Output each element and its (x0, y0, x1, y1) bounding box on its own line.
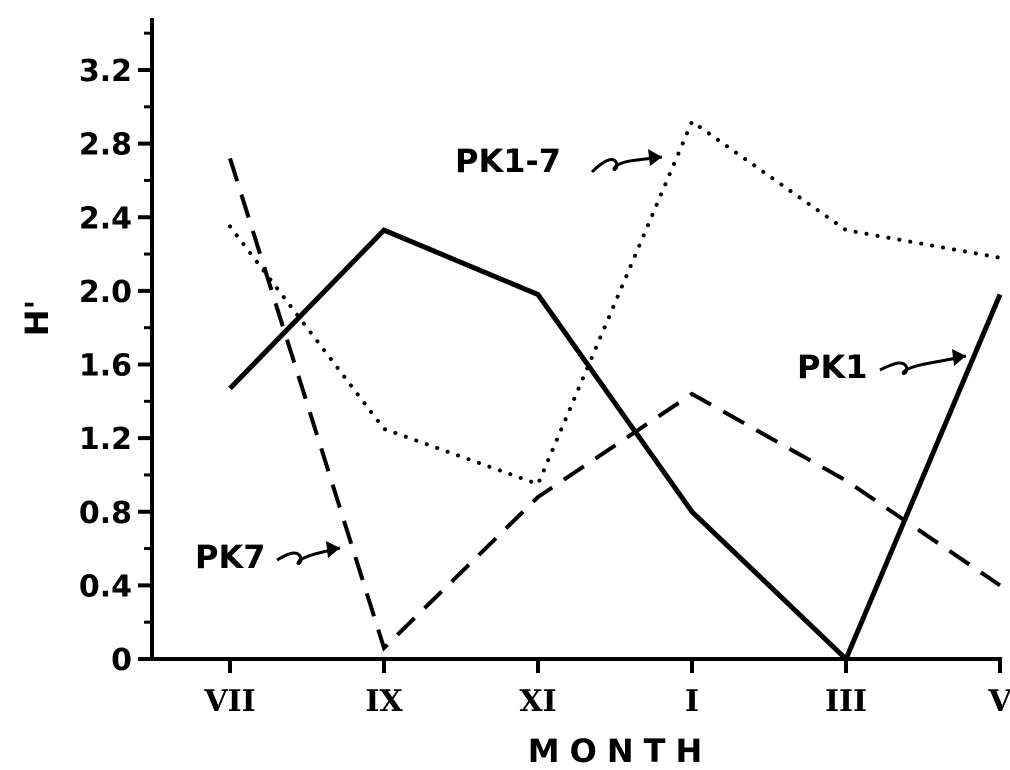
annotation-layer: PK1-7 PK1 PK7 (195, 142, 967, 576)
y-tick-label: 1.2 (79, 422, 132, 457)
y-tick-label: 3.2 (79, 54, 132, 89)
annotation-label-pk1: PK1 (797, 348, 868, 386)
annotation-pk7: PK7 (195, 538, 341, 576)
y-tick-label: 2.4 (79, 201, 132, 236)
y-tick-label: 2.8 (79, 128, 132, 163)
y-tick-label: 0.8 (79, 496, 132, 531)
annotation-arrow-pk1-7 (590, 155, 663, 174)
series-line-pk1 (228, 227, 1003, 664)
x-tick-label: XI (519, 684, 556, 719)
x-axis-title: MONTH (528, 732, 712, 770)
arrowhead-icon (648, 149, 662, 166)
x-tick-label: VII (203, 684, 255, 719)
y-axis-title: H' (18, 300, 56, 337)
series-layer (228, 118, 1003, 664)
annotation-label-pk7: PK7 (195, 538, 266, 576)
annotation-arrow-pk1 (879, 354, 967, 375)
annotation-pk1-7: PK1-7 (455, 142, 663, 180)
arrowhead-icon (326, 541, 340, 558)
series-line-pk7 (228, 157, 1002, 652)
annotation-label-pk1-7: PK1-7 (455, 142, 561, 180)
annotation-pk1: PK1 (797, 348, 967, 386)
arrowhead-icon (952, 349, 966, 366)
x-tick-label: III (825, 684, 867, 719)
y-tick-label: 2.0 (79, 275, 132, 310)
y-tick-label: 0 (111, 643, 132, 678)
x-tick-label: I (685, 684, 699, 719)
y-tick-label: 0.4 (79, 569, 132, 604)
x-tick-label: V (987, 684, 1010, 719)
annotation-arrow-pk7 (276, 546, 341, 565)
y-tick-label: 1.6 (79, 349, 132, 384)
series-line-pk1-7 (228, 118, 1002, 487)
x-tick-label: IX (365, 684, 403, 719)
